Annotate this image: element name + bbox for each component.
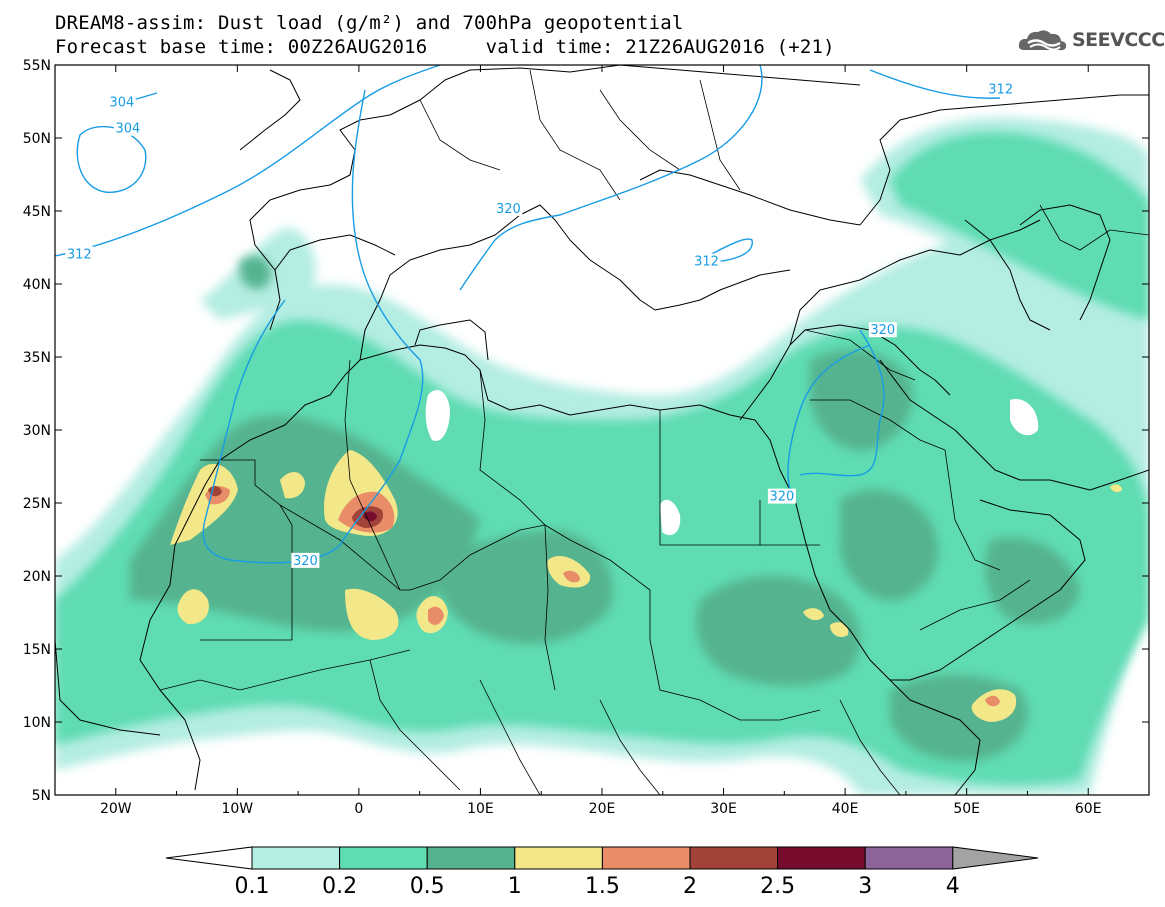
dust-free-patches — [425, 390, 1039, 536]
country-borders — [159, 69, 1149, 795]
contour-label: 320 — [293, 554, 318, 569]
colorbar-swatch — [339, 846, 428, 870]
lon-tick-label: 10E — [467, 801, 494, 817]
lat-tick-label: 50N — [23, 131, 51, 147]
colorbar-high-end — [952, 846, 1039, 870]
contour-label-bg — [767, 488, 796, 504]
contour-label: 320 — [496, 202, 521, 217]
lon-tick-label: 10W — [221, 801, 253, 817]
contour-label-bg — [692, 253, 721, 269]
colorbar-label: 4 — [946, 874, 960, 899]
lat-tick-label: 40N — [23, 277, 51, 293]
map-title: DREAM8-assim: Dust load (g/m²) and 700hP… — [55, 12, 684, 34]
contour-label: 320 — [870, 323, 895, 338]
lon-tick-label: 0 — [354, 801, 363, 817]
lat-tick-label: 20N — [23, 569, 51, 585]
axis-ticks — [54, 64, 1150, 796]
axis-tick-labels: 20W 10W 0 10E 20E 30E 40E 50E 60E 5N 10N 15N 20N 25N 3… — [23, 58, 1102, 817]
colorbar-label: 1.5 — [585, 874, 620, 899]
dust-field — [55, 117, 1149, 795]
contour-label-bg — [291, 552, 320, 568]
lat-tick-label: 30N — [23, 423, 51, 439]
colorbar-swatch — [514, 846, 603, 870]
contour-label-bg — [113, 120, 142, 136]
contour-label: 312 — [988, 82, 1013, 97]
lon-tick-label: 60E — [1075, 801, 1102, 817]
lon-tick-label: 30E — [710, 801, 737, 817]
colorbar-label: 0.2 — [322, 874, 357, 899]
colorbar: 0.1 0.2 0.5 1 1.5 2 2.5 3 4 — [165, 846, 1039, 899]
colorbar-label: 2 — [683, 874, 697, 899]
seevccc-logo: SEEVCCC — [1018, 26, 1165, 54]
dust-layer-2.5 — [363, 511, 377, 522]
contour-label-bg — [494, 201, 523, 216]
colorbar-low-end — [165, 846, 253, 870]
contour-label: 312 — [694, 255, 719, 270]
colorbar-label: 1 — [508, 874, 522, 899]
contour-label: 320 — [769, 490, 794, 505]
colorbar-label: 0.1 — [235, 874, 270, 899]
lon-tick-label: 40E — [832, 801, 859, 817]
lat-tick-label: 45N — [23, 204, 51, 220]
colorbar-label: 2.5 — [760, 874, 795, 899]
coastlines-borders — [55, 65, 1149, 795]
lon-tick-label: 20E — [589, 801, 616, 817]
colorbar-swatch — [426, 846, 516, 870]
lat-tick-label: 35N — [23, 350, 51, 366]
lon-tick-label: 20W — [100, 801, 132, 817]
contour-label: 304 — [116, 122, 141, 137]
lat-tick-label: 15N — [23, 642, 51, 658]
contour-label: 312 — [67, 247, 92, 262]
contour-label: 304 — [109, 95, 134, 110]
lat-tick-label: 25N — [23, 496, 51, 512]
contour-label-bg — [65, 246, 94, 262]
colorbar-swatch — [864, 846, 954, 870]
contour-label-backgrounds — [65, 81, 1015, 568]
lat-tick-label: 5N — [32, 788, 51, 804]
contour-label-bg — [107, 94, 136, 110]
colorbar-swatch — [251, 846, 341, 870]
geopotential-contours — [55, 65, 1001, 564]
lat-tick-label: 10N — [23, 715, 51, 731]
colorbar-swatch — [777, 846, 866, 870]
colorbar-swatch — [601, 846, 691, 870]
lon-tick-label: 50E — [953, 801, 980, 817]
contour-labels: 304 304 312 320 312 312 320 320 320 — [67, 82, 1013, 569]
colorbar-label: 0.5 — [410, 874, 445, 899]
colorbar-label: 3 — [858, 874, 872, 899]
contour-label-bg — [986, 81, 1015, 97]
lat-tick-label: 55N — [23, 58, 51, 74]
colorbar-swatch — [689, 846, 779, 870]
forecast-time-line: Forecast base time: 00Z26AUG2016 valid t… — [55, 36, 835, 58]
contour-label-bg — [868, 322, 897, 338]
cloud-logo-icon — [1018, 30, 1067, 51]
logo-text: SEEVCCC — [1072, 29, 1165, 51]
